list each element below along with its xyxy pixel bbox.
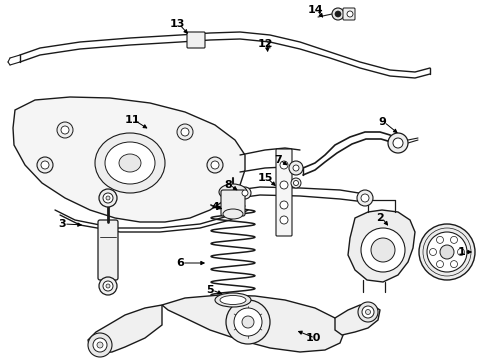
- Text: 8: 8: [224, 180, 232, 190]
- Polygon shape: [88, 305, 162, 353]
- Circle shape: [280, 201, 288, 209]
- Ellipse shape: [105, 142, 155, 184]
- Circle shape: [99, 189, 117, 207]
- Circle shape: [437, 237, 443, 243]
- Circle shape: [361, 194, 369, 202]
- Circle shape: [357, 190, 373, 206]
- Circle shape: [430, 248, 437, 256]
- Circle shape: [335, 11, 341, 17]
- Text: 13: 13: [170, 19, 185, 29]
- Circle shape: [388, 133, 408, 153]
- Text: 12: 12: [257, 39, 273, 49]
- Circle shape: [450, 261, 458, 267]
- Circle shape: [234, 308, 262, 336]
- Text: 1: 1: [458, 247, 466, 257]
- Circle shape: [242, 190, 248, 196]
- Polygon shape: [13, 97, 245, 222]
- Circle shape: [371, 238, 395, 262]
- FancyBboxPatch shape: [276, 149, 292, 236]
- Circle shape: [437, 261, 443, 267]
- Circle shape: [366, 310, 370, 315]
- Text: 14: 14: [307, 5, 323, 15]
- Circle shape: [450, 237, 458, 243]
- Circle shape: [97, 342, 103, 348]
- Circle shape: [280, 161, 288, 169]
- Polygon shape: [348, 210, 415, 282]
- Circle shape: [103, 281, 113, 291]
- Circle shape: [280, 181, 288, 189]
- Circle shape: [440, 245, 454, 259]
- Circle shape: [99, 277, 117, 295]
- Circle shape: [207, 157, 223, 173]
- FancyBboxPatch shape: [343, 8, 355, 20]
- Circle shape: [106, 284, 110, 288]
- FancyBboxPatch shape: [221, 190, 245, 216]
- Circle shape: [37, 157, 53, 173]
- Ellipse shape: [215, 293, 251, 307]
- Circle shape: [239, 187, 251, 199]
- Circle shape: [361, 228, 405, 272]
- Circle shape: [93, 338, 107, 352]
- Polygon shape: [335, 305, 380, 335]
- Circle shape: [280, 216, 288, 224]
- FancyBboxPatch shape: [98, 220, 118, 280]
- Circle shape: [458, 248, 465, 256]
- Circle shape: [293, 165, 299, 171]
- Circle shape: [181, 128, 189, 136]
- Polygon shape: [162, 295, 345, 352]
- Circle shape: [419, 224, 475, 280]
- Circle shape: [226, 300, 270, 344]
- Circle shape: [61, 126, 69, 134]
- Text: 2: 2: [376, 213, 384, 223]
- Ellipse shape: [220, 296, 246, 305]
- FancyBboxPatch shape: [187, 32, 205, 48]
- Circle shape: [291, 178, 301, 188]
- Text: 7: 7: [274, 155, 282, 165]
- Circle shape: [358, 302, 378, 322]
- Circle shape: [211, 161, 219, 169]
- Circle shape: [332, 8, 344, 20]
- Text: 9: 9: [378, 117, 386, 127]
- Text: 5: 5: [206, 285, 214, 295]
- Circle shape: [242, 316, 254, 328]
- Circle shape: [362, 306, 374, 318]
- Ellipse shape: [119, 154, 141, 172]
- Text: 6: 6: [176, 258, 184, 268]
- Circle shape: [57, 122, 73, 138]
- Circle shape: [289, 161, 303, 175]
- Circle shape: [88, 333, 112, 357]
- Circle shape: [103, 193, 113, 203]
- Text: 3: 3: [58, 219, 66, 229]
- Text: 15: 15: [257, 173, 273, 183]
- Circle shape: [427, 232, 467, 272]
- Circle shape: [177, 124, 193, 140]
- Circle shape: [41, 161, 49, 169]
- Text: 10: 10: [305, 333, 320, 343]
- Circle shape: [294, 180, 298, 185]
- Circle shape: [347, 11, 353, 17]
- Text: 4: 4: [211, 202, 219, 212]
- Circle shape: [106, 196, 110, 200]
- Circle shape: [393, 138, 403, 148]
- Text: 11: 11: [124, 115, 140, 125]
- Ellipse shape: [223, 209, 243, 219]
- Ellipse shape: [219, 184, 247, 200]
- Ellipse shape: [95, 133, 165, 193]
